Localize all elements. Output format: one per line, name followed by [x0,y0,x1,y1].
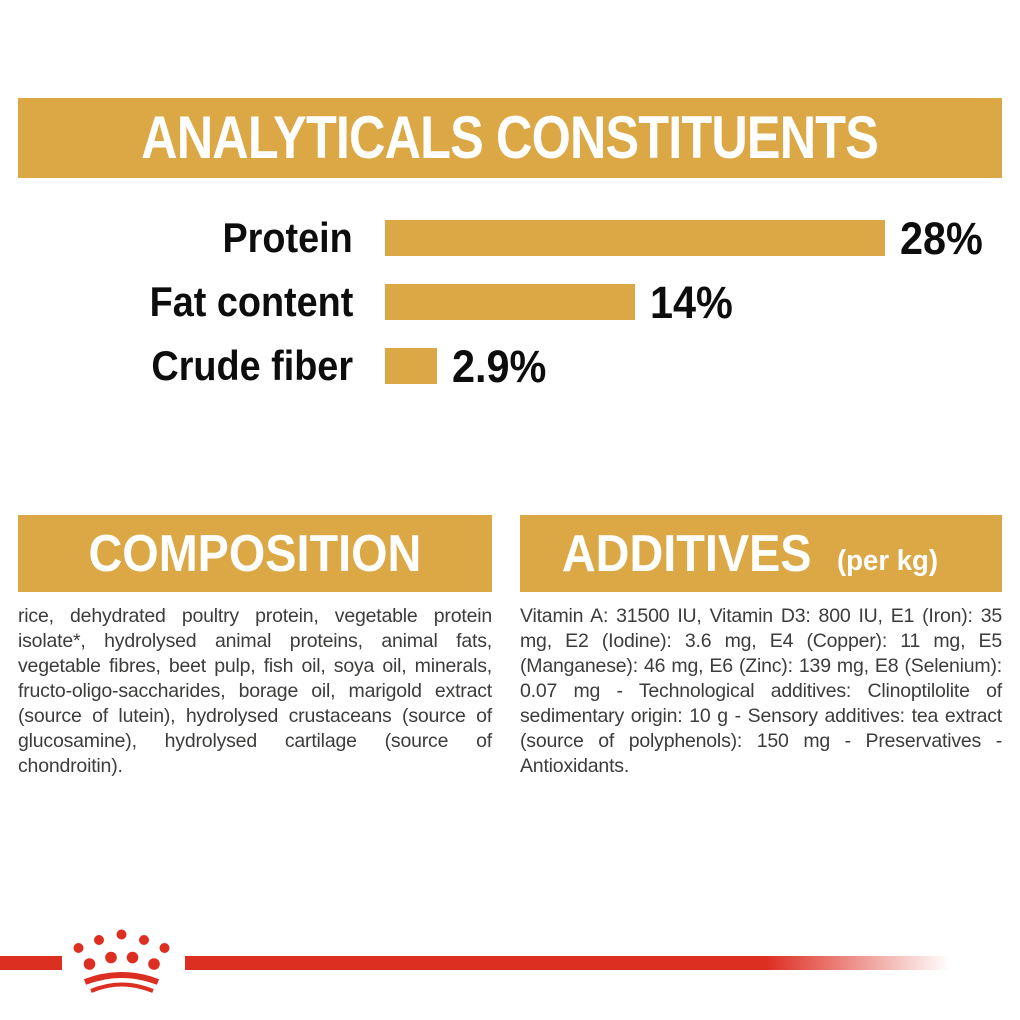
analytical-constituents-chart: Protein 28% Fat content 14% Crude fiber … [0,206,1020,398]
composition-title: COMPOSITION [88,524,422,583]
bar-label-fat-content: Fat content [149,278,353,325]
bar-crude-fiber [385,348,437,384]
additives-banner: ADDITIVES (per kg) [520,515,1002,592]
chart-row-fat-content: Fat content 14% [0,270,1020,334]
footer-rule-left [0,956,62,970]
analytical-constituents-banner: ANALYTICALS CONSTITUENTS [18,98,1002,178]
additives-title: ADDITIVES [561,524,812,583]
bar-label-protein: Protein [222,214,353,261]
bar-protein [385,220,885,256]
bar-value-protein: 28% [900,212,983,264]
additives-section: ADDITIVES (per kg) Vitamin A: 31500 IU, … [520,515,1002,779]
additives-text: Vitamin A: 31500 IU, Vitamin D3: 800 IU,… [520,605,1002,777]
chart-row-protein: Protein 28% [0,206,1020,270]
bar-fat-content [385,284,635,320]
footer-rule-right [185,956,950,970]
bar-label-crude-fiber: Crude fiber [151,342,353,389]
bar-cell-protein: 28% [353,216,1020,261]
bar-cell-crude-fiber: 2.9% [353,344,1020,389]
composition-banner: COMPOSITION [18,515,492,592]
royal-canin-crown-icon [73,929,170,993]
additives-unit-label: (per kg) [837,545,939,577]
bar-cell-fat-content: 14% [353,280,1020,325]
chart-row-crude-fiber: Crude fiber 2.9% [0,334,1020,398]
composition-text: rice, dehydrated poultry protein, vegeta… [18,605,492,777]
composition-section: COMPOSITION rice, dehydrated poultry pro… [18,515,492,779]
bar-value-fat-content: 14% [650,276,733,328]
page-title: ANALYTICALS CONSTITUENTS [141,104,880,171]
bar-value-crude-fiber: 2.9% [452,340,547,392]
